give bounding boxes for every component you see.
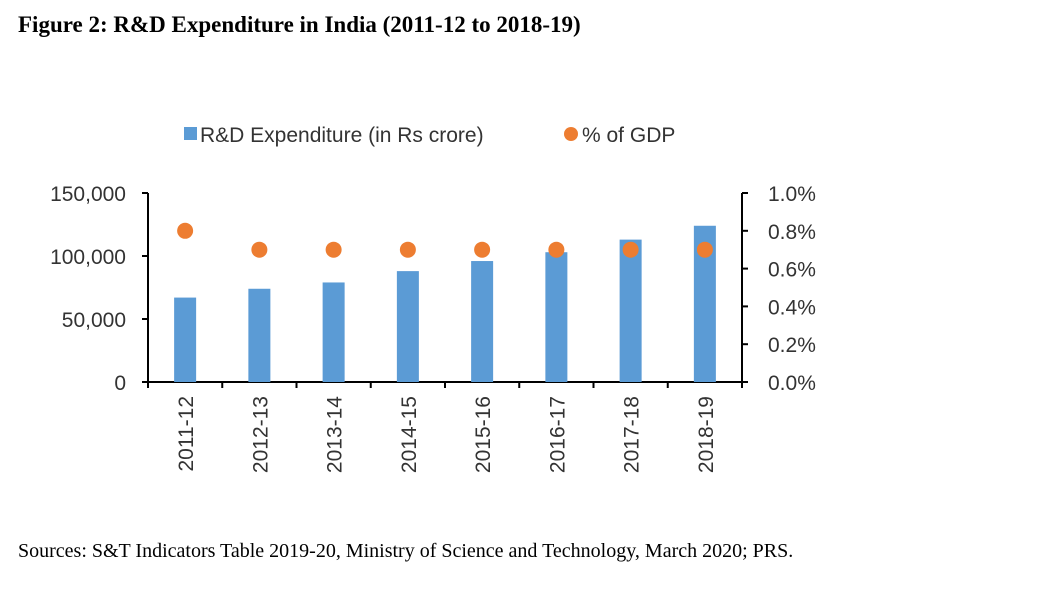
x-tick-label: 2011-12 (175, 396, 198, 472)
x-tick-label: 2014-15 (398, 396, 421, 473)
legend-label-bar: R&D Expenditure (in Rs crore) (200, 124, 484, 147)
legend: R&D Expenditure (in Rs crore) % of GDP (184, 124, 675, 147)
bar-2011-12 (174, 297, 197, 382)
x-tick-label: 2013-14 (324, 396, 347, 473)
right-tick-label: 0.8% (768, 221, 816, 244)
dot-2015-16 (474, 241, 491, 258)
x-tick-label: 2012-13 (249, 396, 272, 473)
source-note: Sources: S&T Indicators Table 2019-20, M… (18, 540, 794, 562)
bar-2014-15 (396, 271, 419, 382)
dot-2012-13 (251, 241, 268, 258)
x-tick-label: 2015-16 (472, 396, 495, 473)
left-tick-label: 50,000 (62, 309, 126, 332)
legend-swatch-bar (184, 127, 197, 140)
bar-2016-17 (545, 252, 568, 382)
left-tick-label: 100,000 (50, 246, 126, 269)
dot-2013-14 (325, 241, 342, 258)
dot-2016-17 (548, 241, 565, 258)
bar-2015-16 (471, 261, 494, 382)
x-tick-label: 2016-17 (546, 396, 569, 473)
dot-2017-18 (622, 241, 639, 258)
dot-2011-12 (177, 222, 194, 239)
legend-swatch-dot (564, 127, 578, 141)
x-tick-label: 2017-18 (621, 396, 644, 473)
right-tick-label: 0.4% (768, 296, 816, 319)
legend-label-dot: % of GDP (582, 124, 675, 147)
bar-2017-18 (619, 239, 642, 382)
bar-2013-14 (322, 282, 345, 382)
right-tick-label: 0.2% (768, 334, 816, 357)
dot-2018-19 (696, 241, 713, 258)
right-tick-label: 0.0% (768, 372, 816, 395)
left-tick-label: 150,000 (50, 183, 126, 206)
dot-2014-15 (399, 241, 416, 258)
figure-title: Figure 2: R&D Expenditure in India (2011… (18, 12, 581, 37)
right-tick-label: 1.0% (768, 183, 816, 206)
right-tick-label: 0.6% (768, 259, 816, 282)
bar-2018-19 (693, 225, 716, 382)
left-tick-label: 0 (114, 372, 126, 395)
x-tick-label: 2018-19 (695, 396, 718, 473)
bar-2012-13 (248, 288, 271, 382)
